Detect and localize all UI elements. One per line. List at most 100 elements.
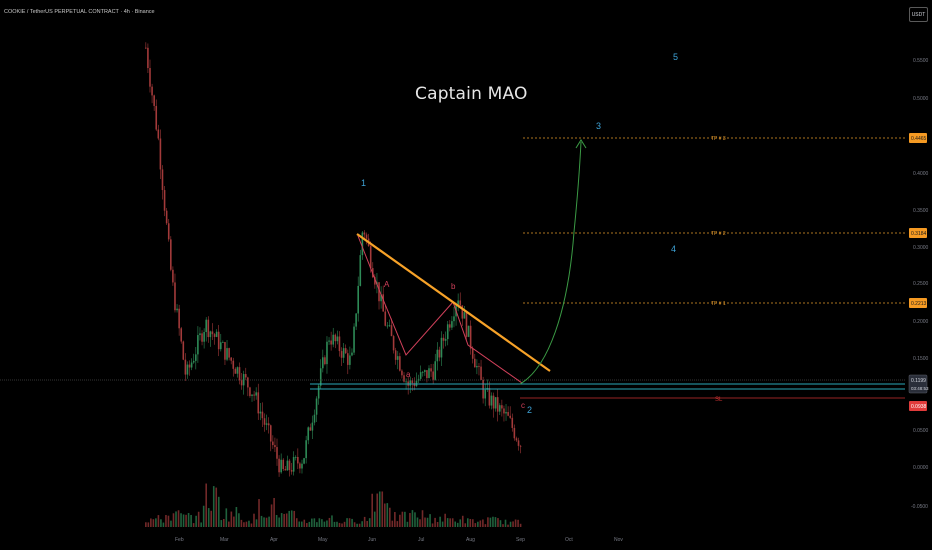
candle-body [426, 370, 428, 379]
volume-bar [391, 520, 394, 527]
volume-bar [366, 520, 368, 527]
candle-body [192, 360, 195, 363]
volume-bar [270, 504, 273, 527]
volume-bar [383, 503, 386, 527]
volume-bar [439, 516, 441, 527]
volume-bar [185, 514, 187, 527]
candle-body [419, 372, 422, 379]
candle-body [199, 333, 201, 336]
wave-label-4: 4 [671, 244, 676, 254]
volume-bar [381, 491, 384, 527]
candle-body [253, 394, 255, 396]
volume-bar [217, 496, 220, 527]
volume-bar [300, 521, 303, 527]
volume-bar [401, 511, 404, 527]
candle-body [459, 300, 462, 306]
candle-body [165, 210, 168, 224]
volume-bar [197, 511, 200, 527]
volume-bar [348, 518, 351, 527]
last-price-tag [908, 374, 928, 394]
volume-bar [290, 510, 293, 527]
volume-bar [230, 511, 233, 527]
volume-bar [492, 516, 494, 527]
volume-bar [451, 518, 454, 527]
candle-body [259, 411, 262, 414]
candle-body [349, 355, 351, 365]
candle-body [276, 447, 278, 459]
candle-body [396, 356, 399, 360]
candle-body [267, 423, 270, 426]
currency-button[interactable]: USDT [909, 7, 928, 22]
candle-body [436, 349, 439, 362]
candle-body [513, 427, 516, 439]
volume-bar [469, 518, 472, 527]
volume-bar [321, 519, 323, 527]
candle-body [190, 362, 193, 368]
candle-body [517, 440, 520, 446]
volume-bar [220, 520, 223, 527]
candle-body [324, 357, 326, 365]
candle-body [515, 438, 518, 441]
volume-bar [192, 523, 195, 527]
volume-bar [235, 507, 238, 527]
volume-bar [368, 518, 371, 527]
volume-bar [295, 518, 298, 527]
price-tick: 0.0000 [913, 465, 929, 471]
candle-body [451, 321, 453, 328]
candle-body [224, 342, 226, 360]
volume-bar [150, 518, 152, 527]
volume-bar [238, 513, 240, 527]
volume-bar [519, 523, 522, 527]
candle-body [322, 357, 324, 369]
candle-body [249, 387, 251, 396]
candle-body [390, 325, 393, 337]
wave-label-1: 1 [361, 178, 366, 188]
candle-body [496, 397, 499, 412]
volume-bar [482, 519, 484, 527]
volume-bar [175, 511, 177, 527]
volume-bar [147, 522, 150, 527]
candle-body [197, 335, 199, 355]
volume-bar [311, 518, 313, 527]
candle-body [386, 325, 389, 327]
candle-body [478, 365, 480, 367]
volume-bar [323, 521, 326, 527]
volume-bar [376, 493, 379, 527]
candle-body [184, 359, 187, 375]
volume-bar [446, 518, 449, 527]
projection-arrowhead [575, 139, 587, 149]
volume-bar [285, 513, 288, 527]
candle-body [357, 285, 360, 314]
price-tick: 0.0500 [913, 428, 929, 434]
candle-body [363, 232, 366, 235]
candle-body [424, 370, 426, 372]
volume-bar [341, 523, 343, 527]
volume-bar [283, 513, 285, 527]
candle-body [503, 408, 505, 414]
candle-body [278, 458, 280, 473]
volume-bar [248, 520, 250, 527]
volume-bar [487, 517, 489, 527]
candle-body [384, 311, 387, 326]
price-axis[interactable]: 0.5500 0.5000 0.4000 0.3500 0.3000 0.250… [908, 58, 929, 510]
candle-body [492, 395, 495, 409]
volume-bar [195, 515, 197, 527]
sl-price-tag [909, 401, 927, 411]
volume-bar [157, 515, 160, 527]
volume-bar [240, 519, 243, 527]
time-axis[interactable]: Feb Mar Apr May Jun Jul Aug Sep Oct Nov [175, 537, 623, 543]
volume-bar [316, 522, 318, 527]
volume-bar [225, 508, 228, 527]
candle-body [307, 427, 310, 441]
volume-bar [313, 518, 316, 527]
volume-bar [416, 517, 419, 527]
candle-body [438, 349, 441, 358]
candle-body [211, 331, 214, 335]
volume-bar [202, 505, 205, 527]
candle-body [338, 336, 341, 352]
tp2-price-tag [909, 228, 927, 238]
subwave-label-c: c [521, 401, 525, 410]
candle-body [434, 361, 437, 380]
candle-body [265, 423, 268, 425]
